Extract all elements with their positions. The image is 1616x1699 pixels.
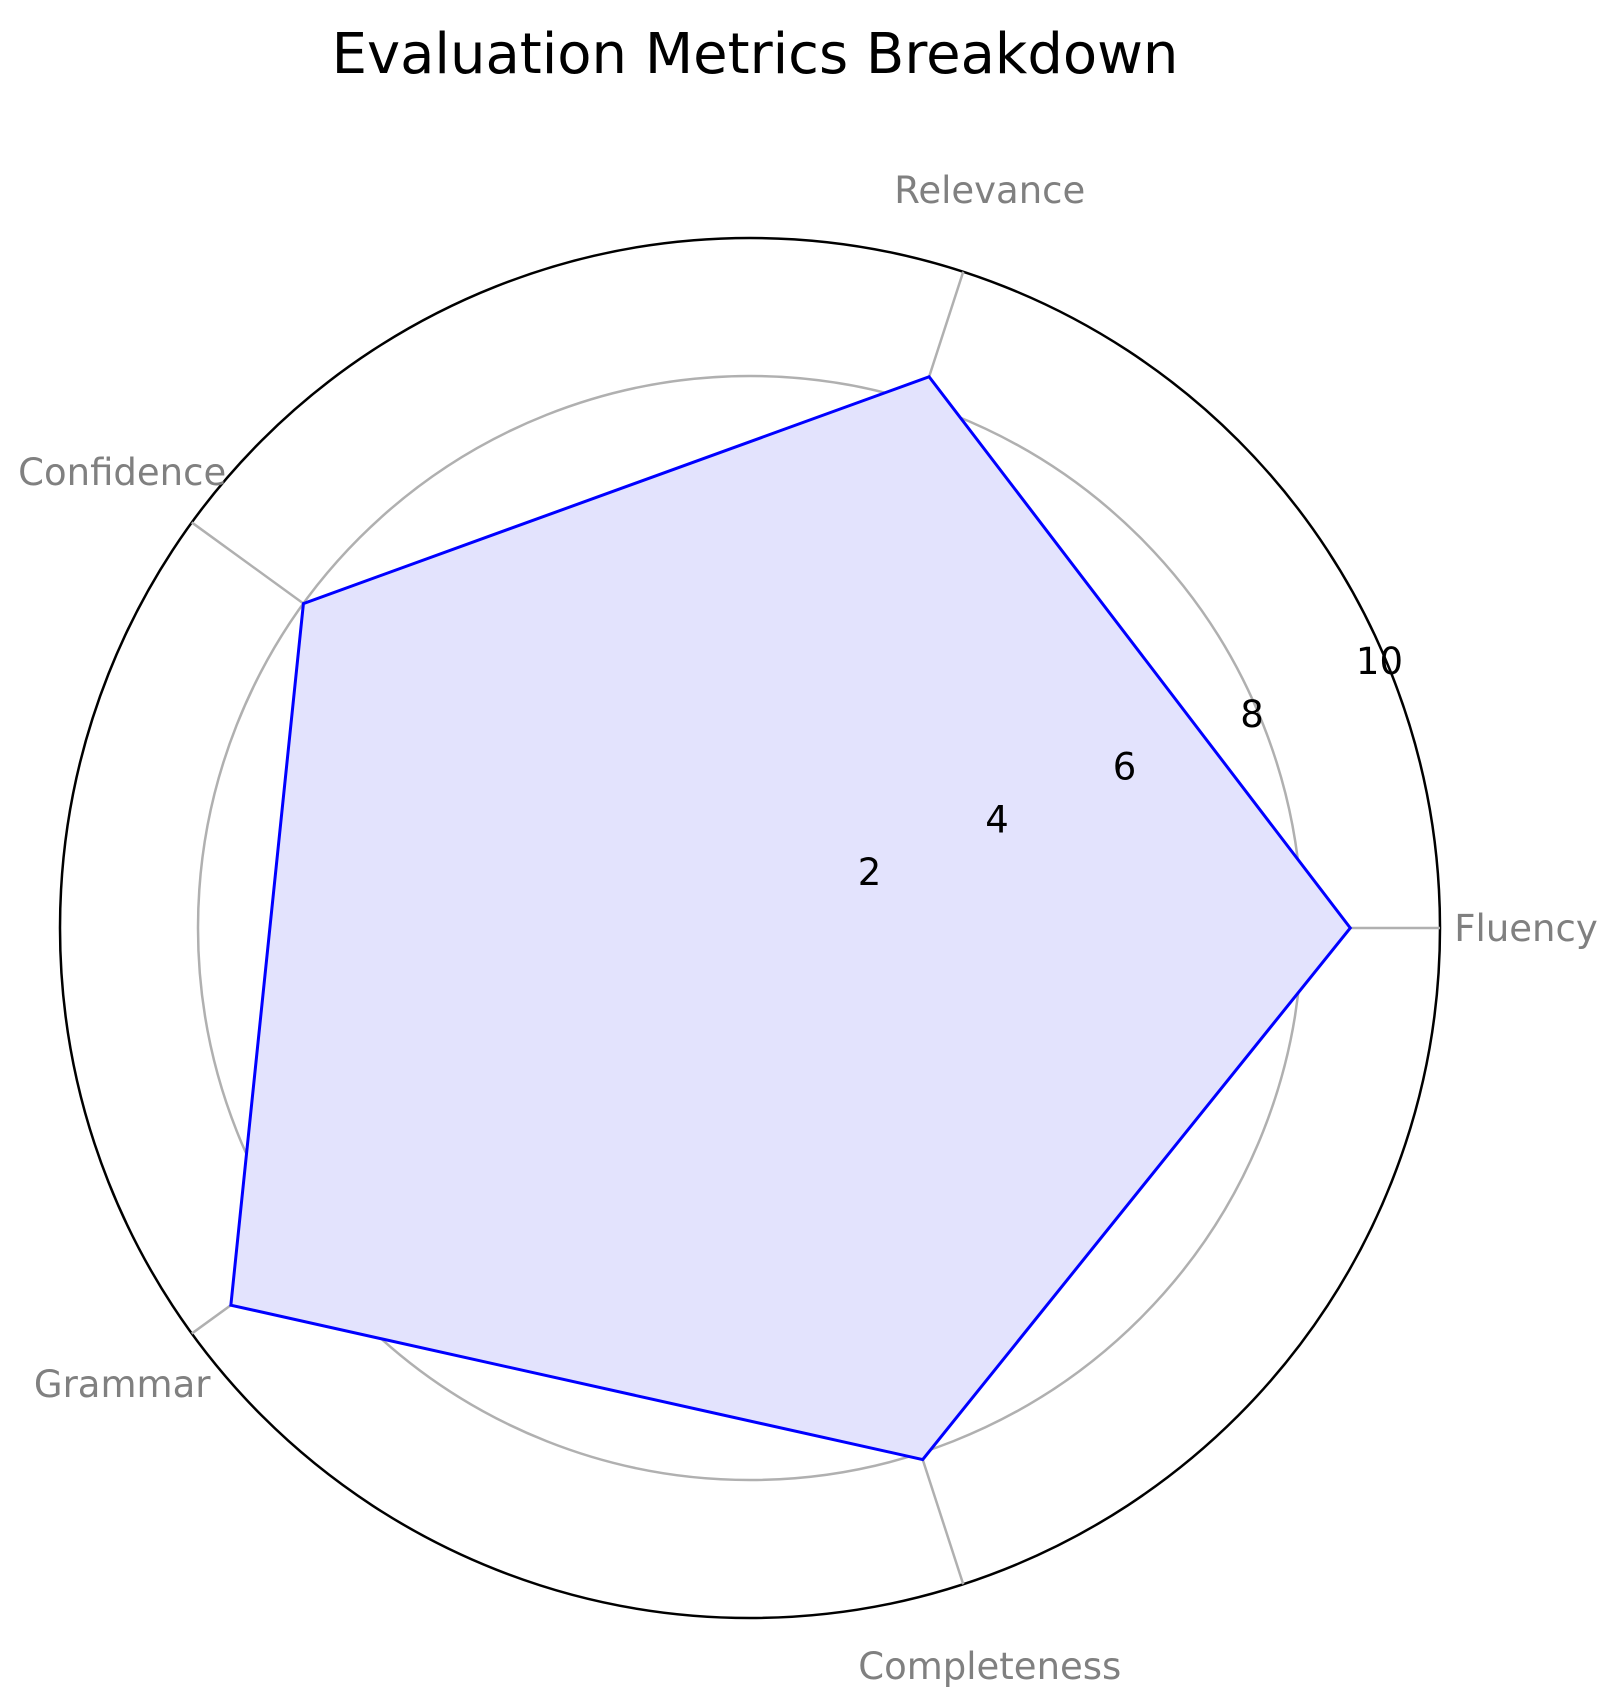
r-tick-label: 8 [1240,693,1264,736]
axis-label-confidence: Confidence [18,451,226,494]
axis-label-fluency: Fluency [1454,907,1597,950]
axis-label-completeness: Completeness [858,1645,1121,1688]
r-tick-label: 2 [858,851,882,894]
r-tick-label: 4 [985,798,1009,841]
r-tick-label: 10 [1356,640,1403,683]
chart-title: Evaluation Metrics Breakdown [331,22,1179,87]
axis-label-relevance: Relevance [894,169,1085,212]
series-fill [230,376,1351,1460]
label-layer: 2 4 6 8 10 Fluency Relevance Confidence Grammar C… [18,169,1598,1688]
data-layer [229,374,1353,1462]
r-tick-label: 6 [1113,746,1137,789]
axis-label-grammar: Grammar [34,1363,211,1406]
series-line [229,374,1353,1462]
